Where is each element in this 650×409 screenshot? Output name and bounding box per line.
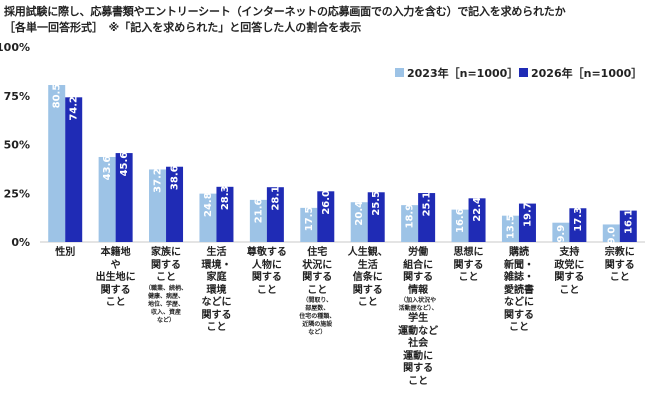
legend-swatch <box>519 68 528 77</box>
bar-2023 <box>48 85 66 243</box>
bar-2026 <box>65 97 83 242</box>
y-tick-label: 50% <box>4 139 30 152</box>
x-tick-label: 家族に 関する こと （職業、続柄、 健康、病歴、 地位、学歴、 収入、資産 など） <box>145 247 188 324</box>
x-tick-label: 宗教に 関する こと <box>604 247 635 283</box>
x-tick-label: 生活 環境・ 家庭 環境 などに 関する こと <box>201 247 232 333</box>
data-label: 37.2 <box>153 168 164 193</box>
bar-2026 <box>317 191 335 242</box>
bar-2023 <box>149 169 167 242</box>
x-tick-label: 購読 新聞・ 雑誌・ 愛読書 などに 関する こと <box>503 247 534 333</box>
chart-note: ［各単一回答形式］ ※「記入を求められた」と回答した人の割合を表示 <box>4 21 362 34</box>
bar-2026 <box>619 210 637 242</box>
data-label: 18.9 <box>405 204 416 229</box>
bar-2026 <box>216 186 234 242</box>
bar-2023 <box>350 202 368 242</box>
x-tick-label: 支持 政党に 関する こと <box>554 247 585 296</box>
bar-2026 <box>115 153 133 242</box>
data-label: 25.1 <box>422 192 433 217</box>
data-label: 24.8 <box>203 192 214 217</box>
y-tick-label: 75% <box>4 90 30 103</box>
x-tick-label: 労働 組合に 関する 情報 （加入状況や 活動歴など）、 学生 運動など 社会 運動に 関する こと <box>398 247 439 387</box>
bar-2026 <box>367 192 385 242</box>
bar-2026 <box>518 203 536 242</box>
data-label: 9.0 <box>606 227 617 245</box>
x-tick-label: 人生観、 生活 信条に 関する こと <box>347 247 388 308</box>
data-label: 20.4 <box>354 201 365 226</box>
bar-2023 <box>401 205 419 242</box>
legend-swatch <box>395 68 404 77</box>
data-label: 17.5 <box>304 207 315 232</box>
data-label: 19.7 <box>522 202 533 227</box>
bar-2023 <box>552 222 570 242</box>
y-tick-label: 0% <box>11 236 30 249</box>
legend-entry: 2026年［n=1000］ <box>531 66 642 80</box>
x-tick-label: 本籍地や出生地に 関する こと <box>95 247 136 308</box>
bar-2026 <box>468 198 486 242</box>
data-label: 21.6 <box>253 199 264 224</box>
bar-2023 <box>451 209 469 242</box>
y-tick-label: 25% <box>4 187 30 200</box>
data-label: 45.6 <box>119 152 130 177</box>
bar-2026 <box>418 193 436 242</box>
x-tick-label: 住宅 状況に 関する こと （間取り、 部屋数、 住宅の種類、 近隣の施設 など） <box>299 247 336 336</box>
legend-entry: 2023年［n=1000］ <box>407 66 518 80</box>
y-tick-label: 100% <box>0 41 30 54</box>
data-label: 16.1 <box>623 209 634 234</box>
data-label: 74.2 <box>69 96 80 121</box>
x-tick-label: 性別 <box>55 247 76 258</box>
chart-title: 採用試験に際し、応募書類やエントリーシート（インターネットの応募画面での入力を含… <box>4 5 566 18</box>
data-label: 16.6 <box>455 208 466 233</box>
bar-2023 <box>602 224 620 242</box>
data-label: 80.5 <box>52 84 63 109</box>
data-label: 17.3 <box>573 207 584 232</box>
bar-2023 <box>501 215 519 242</box>
bar-2026 <box>166 166 184 242</box>
data-label: 22.4 <box>472 197 483 222</box>
x-tick-label: 尊敬する 人物に 関する こと <box>246 247 287 296</box>
data-label: 25.5 <box>371 191 382 216</box>
data-label: 28.1 <box>270 186 281 211</box>
data-label: 9.9 <box>556 225 567 243</box>
data-label: 43.6 <box>102 156 113 181</box>
data-label: 26.0 <box>321 190 332 215</box>
data-label: 28.3 <box>220 185 231 210</box>
x-tick-label: 思想に 関する こと <box>453 247 484 283</box>
bar-2023 <box>249 199 267 242</box>
bar-2023 <box>199 193 217 242</box>
bar-2023 <box>98 156 116 242</box>
bar-2026 <box>569 208 587 242</box>
data-label: 13.5 <box>505 214 516 239</box>
data-label: 38.6 <box>170 165 181 190</box>
bar-2023 <box>300 207 318 242</box>
bar-2026 <box>266 187 284 242</box>
